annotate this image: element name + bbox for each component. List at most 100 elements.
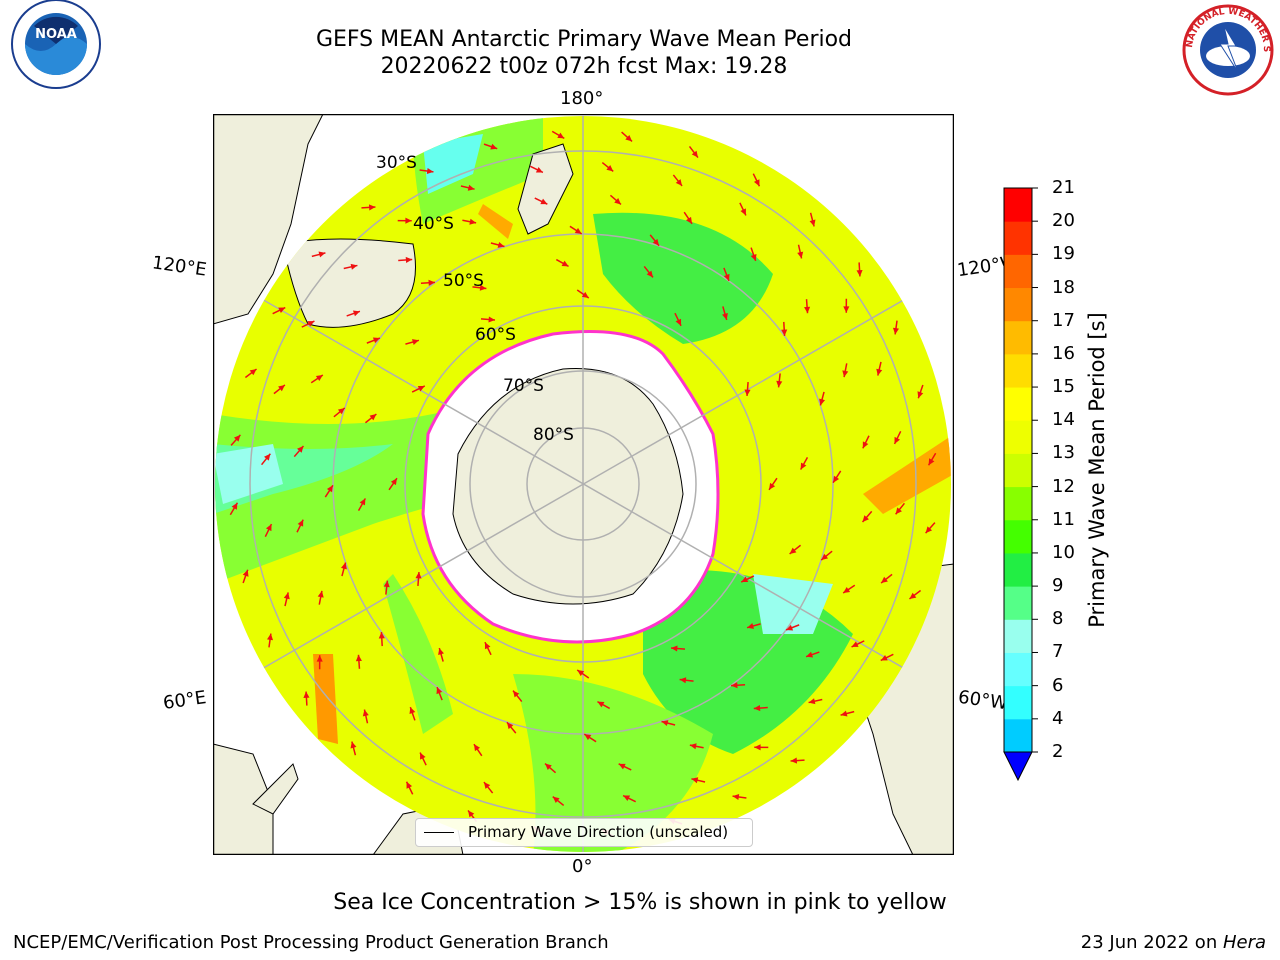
direction-arrow [310, 374, 324, 384]
direction-arrow [230, 434, 241, 446]
direction-arrow [601, 161, 614, 172]
direction-arrow [789, 544, 802, 555]
direction-arrow [851, 640, 865, 648]
direction-arrow [555, 258, 569, 268]
direction-arrow [388, 477, 398, 491]
direction-arrow [316, 655, 323, 670]
legend-line-sample [424, 832, 454, 833]
direction-arrow [512, 690, 523, 703]
direction-arrow [244, 368, 258, 379]
colorbar-tick-label: 11 [1052, 508, 1075, 530]
colorbar-tick-label: 18 [1052, 276, 1075, 298]
colorbar-band [1004, 420, 1032, 454]
direction-arrow [805, 651, 820, 658]
direction-arrow [378, 632, 385, 647]
direction-arrow [355, 654, 362, 669]
colorbar-band [1004, 287, 1032, 322]
direction-arrow [460, 184, 475, 191]
lon-label-120e: 120°E [150, 252, 208, 281]
direction-arrow [419, 752, 427, 766]
direction-arrow [862, 435, 870, 449]
direction-arrow [346, 310, 361, 317]
colorbar-tick-label: 2 [1052, 741, 1064, 762]
credit-date: 23 Jun 2022 on [1080, 932, 1223, 953]
credit-machine: Hera [1222, 932, 1266, 953]
direction-arrow [723, 267, 730, 282]
colorbar-tick-label: 21 [1052, 177, 1075, 198]
direction-arrow [576, 289, 590, 299]
colorbar-band [1004, 254, 1032, 289]
colorbar-band [1004, 453, 1032, 488]
colorbar-band [1004, 353, 1032, 388]
direction-arrow [343, 263, 358, 270]
direction-arrow [340, 562, 347, 577]
direction-arrow [405, 339, 420, 345]
colorbar-tick-label: 7 [1052, 641, 1064, 663]
direction-arrow [411, 385, 426, 393]
forecast-subtitle: 20220622 t00z 072h fcst Max: 19.28 [380, 54, 788, 79]
direction-arrow [436, 686, 443, 701]
direction-arrow [229, 502, 239, 516]
lat-label-30s: 30°S [376, 153, 417, 173]
direction-arrow [820, 550, 833, 561]
direction-arrow [405, 781, 414, 795]
direction-arrow [366, 337, 381, 344]
colorbar-band [1004, 519, 1032, 554]
direction-arrow [242, 569, 249, 584]
direction-arrow [333, 407, 346, 418]
direction-arrow [364, 413, 377, 424]
direction-arrow [576, 669, 590, 679]
direction-arrow [484, 641, 492, 656]
direction-arrow [689, 743, 704, 750]
direction-arrow [534, 197, 548, 205]
colorbar-title: Primary Wave Mean Period [s] [1085, 312, 1109, 628]
direction-arrow [674, 312, 682, 327]
direction-arrow [483, 781, 494, 794]
direction-arrow [876, 361, 883, 376]
direction-arrow [506, 721, 517, 734]
direction-arrow [908, 589, 922, 600]
direction-arrow [273, 384, 286, 395]
direction-arrow [551, 130, 565, 140]
colorbar-tick-label: 17 [1052, 309, 1075, 331]
credit-right: 23 Jun 2022 on Hera [1081, 932, 1266, 953]
direction-arrow [643, 265, 654, 278]
direction-arrow [597, 700, 611, 710]
map-legend: Primary Wave Direction (unscaled) [415, 818, 753, 847]
direction-arrow [272, 306, 286, 315]
direction-arrow [415, 571, 422, 587]
direction-arrow [840, 710, 855, 717]
colorbar-outline [1003, 187, 1033, 753]
direction-arrow [691, 777, 706, 784]
direction-arrow [473, 743, 483, 757]
colorbar-tick-label: 8 [1052, 608, 1064, 630]
direction-arrow [398, 256, 413, 263]
direction-arrow [622, 794, 637, 803]
colorbar-tick-label: 20 [1052, 210, 1075, 232]
direction-arrow [483, 143, 498, 150]
sea-ice-note: Sea Ice Concentration > 15% is shown in … [333, 890, 947, 915]
colorbar-tick-label: 15 [1052, 376, 1075, 398]
direction-arrow [744, 381, 751, 397]
direction-arrow [490, 241, 505, 248]
direction-arrow [732, 793, 747, 800]
direction-arrow [361, 204, 376, 211]
direction-arrow [569, 225, 583, 235]
direction-arrow [754, 744, 769, 751]
direction-arrow [609, 194, 622, 206]
direction-arrow [529, 165, 544, 174]
direction-arrow [683, 211, 693, 225]
lat-label-40s: 40°S [413, 214, 454, 234]
direction-arrow [785, 624, 800, 631]
direction-arrow [583, 733, 597, 743]
colorbar-tick-label: 19 [1052, 243, 1075, 265]
colorbar-tick-label: 14 [1052, 409, 1075, 431]
direction-arrow [739, 202, 747, 216]
nws-logo: NATIONAL WEATHER SERVICE [1176, 0, 1274, 96]
direction-arrow [350, 741, 357, 756]
direction-arrow [861, 510, 873, 523]
direction-arrow [293, 445, 305, 458]
direction-arrow [799, 456, 809, 470]
colorbar-band [1004, 188, 1032, 222]
legend-label: Primary Wave Direction (unscaled) [468, 823, 729, 841]
